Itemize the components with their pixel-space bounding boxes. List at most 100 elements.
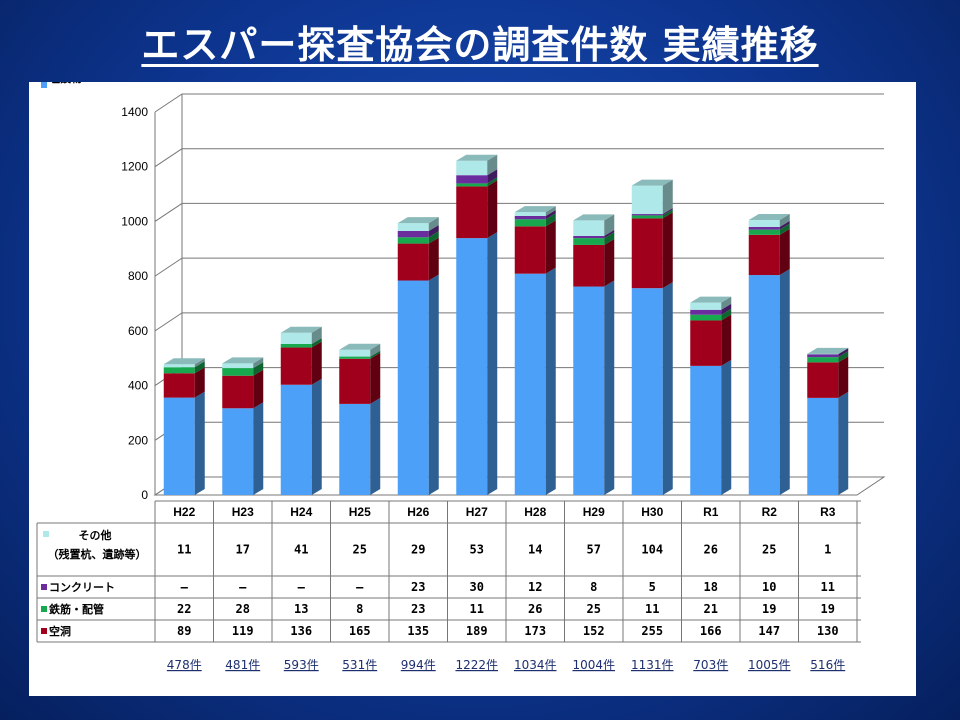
bar-segment — [222, 363, 254, 369]
data-cell: 152 — [583, 624, 605, 638]
data-cell: 939 — [466, 82, 488, 85]
data-cell: 8 — [590, 580, 597, 594]
bar-segment-side — [428, 217, 439, 232]
category-label: H26 — [407, 505, 429, 519]
data-cell: 333 — [349, 82, 371, 85]
category-label: H29 — [583, 505, 605, 519]
bar-segment — [748, 226, 780, 230]
bar-segment-side — [194, 367, 205, 398]
data-cell: 57 — [587, 543, 601, 557]
y-tick-label: 1200 — [121, 160, 148, 174]
data-cell: 5 — [649, 580, 656, 594]
bar-segment — [397, 237, 429, 244]
legend-label-sub: （残置杭、遺跡等） — [48, 547, 147, 561]
bar-segment-side — [721, 308, 732, 321]
total-label: 481件 — [225, 658, 260, 672]
bar-segment — [514, 226, 546, 274]
bar-segment-side — [838, 356, 849, 398]
bar-segment-side — [545, 209, 556, 220]
bar-segment-top — [573, 214, 615, 221]
y-tick-label: 200 — [128, 433, 148, 447]
bar-segment — [631, 288, 663, 495]
data-cell: 189 — [466, 624, 488, 638]
bar-segment-side — [428, 237, 439, 281]
data-cell: 23 — [411, 602, 425, 616]
bar-segment — [280, 347, 312, 385]
bar-segment-side — [662, 179, 673, 215]
bar-segment-side — [370, 343, 381, 357]
category-label: H25 — [349, 505, 371, 519]
data-cell: 13 — [294, 602, 308, 616]
bar-segment — [807, 354, 839, 358]
bar-segment — [456, 175, 488, 184]
bar-segment-side — [253, 362, 264, 376]
bar-segment — [222, 368, 254, 376]
category-label: H24 — [290, 505, 312, 519]
data-cell: 26 — [528, 602, 542, 616]
bar-segment-side — [779, 220, 790, 230]
data-cell: 784 — [407, 82, 429, 85]
bar-segment — [807, 357, 839, 363]
bar-segment — [456, 183, 488, 187]
data-cell: 21 — [704, 602, 718, 616]
bar-segment-side — [779, 223, 790, 235]
bar-segment — [163, 364, 195, 368]
legend-swatch — [41, 628, 47, 634]
data-cell: 89 — [177, 624, 191, 638]
data-cell: — — [356, 580, 364, 594]
bar-segment-side — [253, 357, 264, 369]
y-tick-label: 600 — [128, 324, 148, 338]
bar-segment — [573, 244, 605, 287]
data-cell: 403 — [290, 82, 312, 85]
bar-segment — [397, 243, 429, 281]
bar-segment-side — [194, 391, 205, 495]
data-cell: 11 — [470, 602, 484, 616]
bar-segment-top — [339, 343, 381, 350]
legend-label: コンクリート — [49, 581, 115, 594]
bar-segment — [397, 231, 429, 238]
data-cell: 756 — [641, 82, 663, 85]
bar-segment — [163, 373, 195, 398]
total-label: 994件 — [401, 658, 436, 672]
bar-segment — [397, 223, 429, 232]
data-cell: — — [298, 580, 306, 594]
bar-segment-side — [311, 337, 322, 348]
data-cell: 135 — [407, 624, 429, 638]
legend-label: 埋設物 — [49, 82, 82, 85]
bar-segment-side — [545, 206, 556, 216]
bar-segment — [456, 238, 488, 495]
data-cell: 19 — [762, 602, 776, 616]
bar-segment-side — [370, 397, 381, 495]
bar-segment-side — [779, 228, 790, 276]
bar-segment — [280, 332, 312, 344]
data-cell: 10 — [762, 580, 776, 594]
bar-segment — [573, 238, 605, 245]
bar-segment-side — [428, 274, 439, 495]
bar-segment — [280, 384, 312, 495]
legend-label: その他 — [79, 528, 112, 542]
bar-segment — [163, 367, 195, 374]
bar-segment — [280, 343, 312, 348]
data-cell: 41 — [294, 543, 308, 557]
bar-segment-side — [721, 314, 732, 366]
bar-segment — [573, 220, 605, 236]
bar-segment-side — [194, 358, 205, 368]
data-cell: 22 — [177, 602, 191, 616]
bar-segment — [807, 397, 839, 495]
category-label: R3 — [820, 505, 836, 519]
bar-segment-side — [311, 326, 322, 344]
total-label: 1131件 — [631, 658, 674, 672]
bar-segment — [456, 186, 488, 239]
bar-segment-top — [397, 217, 439, 224]
bar-segment — [690, 320, 722, 366]
legend-label: 鉄筋・配管 — [49, 602, 104, 616]
data-cell: 30 — [470, 580, 484, 594]
data-cell: — — [239, 580, 247, 594]
page-title: エスパー探査協会の調査件数 実績推移 — [141, 23, 819, 67]
data-cell: 762 — [583, 82, 605, 85]
total-label: 703件 — [693, 658, 728, 672]
data-cell: 166 — [700, 624, 722, 638]
data-cell: 8 — [356, 602, 363, 616]
bar-segment-top — [222, 357, 264, 364]
bar-segment-side — [253, 402, 264, 495]
